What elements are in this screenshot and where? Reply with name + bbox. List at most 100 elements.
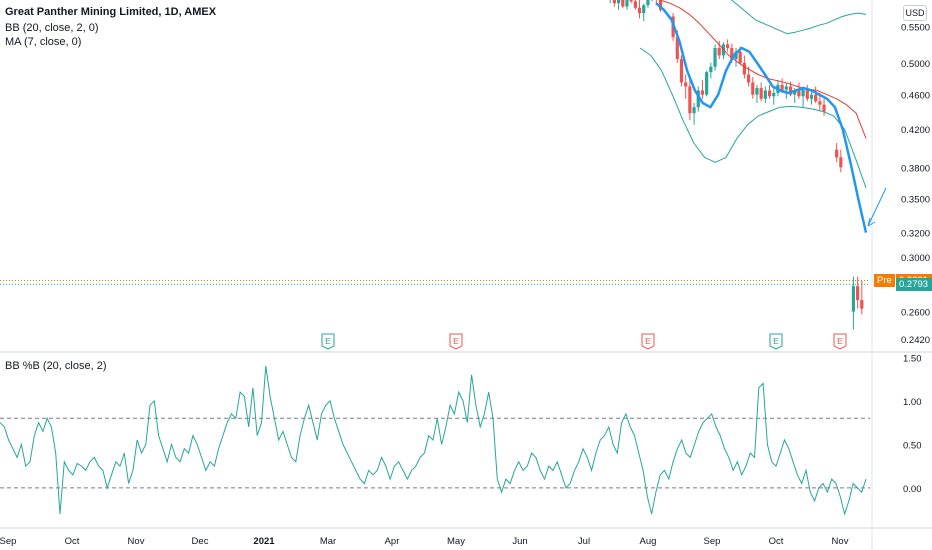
candle-body: [621, 0, 625, 7]
candle: [856, 276, 860, 309]
bb-basis: [659, 0, 867, 139]
candle-body: [801, 89, 805, 97]
candle-body: [679, 59, 684, 83]
candle-body: [780, 84, 784, 90]
time-tick-label: Jun: [512, 536, 527, 547]
candle: [609, 0, 611, 4]
candle-body: [788, 86, 793, 95]
time-tick-label: Nov: [832, 536, 849, 547]
candle-body: [692, 107, 696, 114]
candle-body: [734, 51, 738, 60]
candle-body: [835, 149, 839, 158]
candle: [763, 86, 767, 103]
candle-body: [793, 90, 797, 95]
candle-body: [616, 0, 621, 4]
candle: [658, 0, 663, 12]
earnings-marker: E: [769, 333, 783, 350]
bb-legend[interactable]: BB (20, close, 2, 0): [5, 22, 99, 34]
earnings-marker-label: E: [773, 336, 779, 346]
candle: [801, 86, 805, 108]
candle: [621, 0, 625, 8]
candle-body: [851, 286, 856, 312]
time-tick-label: Mar: [320, 536, 336, 547]
currency-button[interactable]: USD: [903, 5, 927, 21]
ma-legend[interactable]: MA (7, close, 0): [5, 36, 82, 48]
candle: [684, 74, 688, 99]
candle: [629, 0, 633, 4]
earnings-marker-label: E: [837, 336, 843, 346]
price-tick-label: 0.2600: [901, 308, 930, 319]
candle: [860, 280, 864, 315]
candle-body: [684, 82, 688, 87]
candle-body: [822, 104, 826, 112]
candle: [772, 88, 776, 105]
candle-body: [713, 48, 717, 67]
candle-body: [772, 92, 776, 97]
time-tick-label: Oct: [65, 536, 80, 547]
candle: [767, 84, 772, 99]
price-tick-label: 0.3200: [901, 229, 930, 240]
candle: [651, 0, 653, 2]
candle-body: [625, 0, 629, 7]
price-tick-label: 0.2420: [901, 335, 930, 346]
candle: [612, 0, 616, 7]
price-tick-label: 0.5500: [901, 23, 930, 34]
candle-body: [759, 88, 763, 99]
candle: [705, 70, 709, 97]
percent-b-tick-label: 1.00: [903, 397, 922, 408]
candle: [814, 86, 818, 103]
candle: [692, 102, 696, 125]
bb-upper-band: [730, 0, 867, 35]
candle: [734, 48, 738, 67]
percent-b-tick-label: 0.50: [903, 440, 922, 451]
earnings-marker: E: [449, 333, 463, 350]
candle-body: [696, 90, 700, 108]
price-tick-label: 0.3000: [901, 253, 930, 264]
candle-body: [751, 82, 755, 95]
candle: [746, 66, 751, 87]
candle-body: [633, 1, 637, 8]
premarket-label: Pre: [874, 273, 895, 287]
candle-body: [642, 5, 646, 14]
candle: [679, 55, 684, 87]
earnings-marker-label: E: [645, 336, 651, 346]
candle: [726, 39, 730, 52]
time-tick-label: Sep: [0, 536, 16, 547]
candle: [646, 0, 650, 8]
candle-body: [784, 86, 788, 90]
price-tick-label: 0.3800: [901, 163, 930, 174]
earnings-marker-label: E: [325, 336, 331, 346]
bb-lower-band: [639, 47, 867, 188]
last-price-tag: 0.2793: [896, 278, 932, 292]
ma-line: [655, 2, 868, 233]
candle-body: [658, 0, 663, 10]
candle-body: [860, 300, 864, 309]
candle-body: [763, 90, 767, 99]
candle-body: [814, 94, 818, 102]
candle-body: [809, 94, 814, 99]
candle: [700, 80, 705, 99]
price-tick-label: 0.4200: [901, 125, 930, 136]
earnings-marker-shape: [641, 333, 655, 350]
percent-b-legend[interactable]: BB %B (20, close, 2): [5, 360, 107, 372]
candle-body: [839, 157, 843, 168]
candle: [759, 82, 763, 102]
candle: [616, 0, 621, 10]
candle: [655, 0, 657, 4]
candle-body: [726, 44, 730, 49]
time-tick-label: Oct: [769, 536, 784, 547]
candle-body: [742, 62, 746, 75]
price-tick-label: 0.3500: [901, 195, 930, 206]
percent-b-line: [0, 366, 867, 516]
candle: [696, 86, 700, 112]
candle: [709, 62, 713, 79]
time-tick-label: May: [447, 536, 465, 547]
earnings-marker-shape: [321, 333, 335, 350]
price-tick-label: 0.4600: [901, 91, 930, 102]
earnings-marker-shape: [449, 333, 463, 350]
candle-body: [767, 90, 772, 97]
percent-b-tick-label: 0.00: [903, 484, 922, 495]
candle-body: [612, 0, 616, 4]
